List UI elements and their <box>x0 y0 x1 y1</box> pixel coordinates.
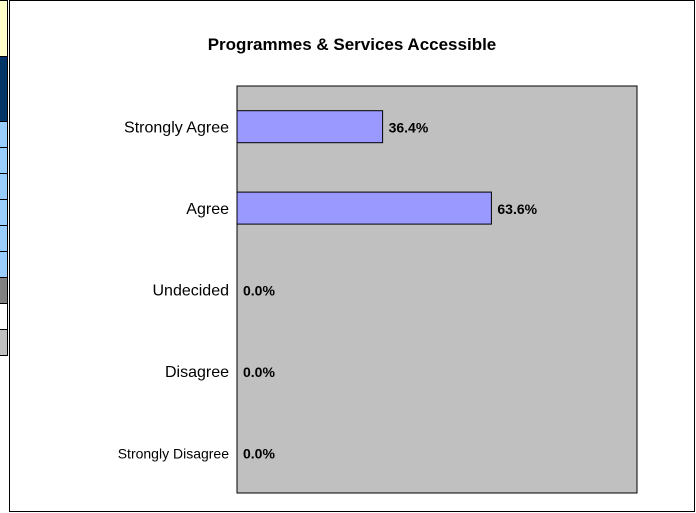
bar-strongly-agree <box>236 110 384 144</box>
category-label: Strongly Agree <box>124 120 229 137</box>
plot-area <box>236 85 638 494</box>
strip-cell <box>0 329 8 356</box>
chart-title: Programmes & Services Accessible <box>207 35 497 54</box>
data-label: 0.0% <box>243 445 275 461</box>
data-label: 0.0% <box>243 283 275 299</box>
category-label: Disagree <box>165 364 229 381</box>
data-label: 0.0% <box>243 364 275 380</box>
data-label: 36.4% <box>389 120 429 136</box>
category-label: Undecided <box>153 283 230 300</box>
bar-agree <box>236 191 492 225</box>
category-label: Agree <box>186 201 229 218</box>
category-label: Strongly Disagree <box>118 445 229 461</box>
spreadsheet-edge-strip <box>0 0 9 513</box>
data-label: 63.6% <box>497 201 537 217</box>
